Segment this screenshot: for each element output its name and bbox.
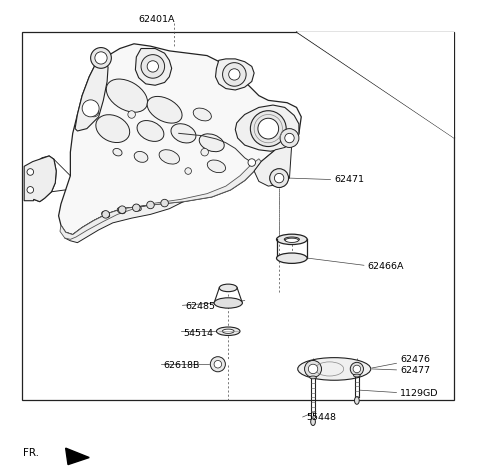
Circle shape: [119, 206, 126, 213]
Ellipse shape: [298, 357, 371, 380]
Ellipse shape: [171, 124, 196, 143]
Ellipse shape: [207, 160, 226, 173]
Circle shape: [141, 55, 165, 78]
Circle shape: [27, 169, 34, 175]
Circle shape: [82, 100, 99, 117]
Circle shape: [280, 128, 299, 147]
Text: 1129GD: 1129GD: [400, 389, 439, 398]
Ellipse shape: [222, 329, 234, 333]
Polygon shape: [75, 60, 108, 131]
Ellipse shape: [96, 115, 130, 143]
Text: 62618B: 62618B: [164, 361, 200, 370]
Ellipse shape: [276, 234, 307, 245]
Circle shape: [270, 169, 288, 188]
Circle shape: [350, 362, 363, 375]
Ellipse shape: [137, 120, 164, 141]
Circle shape: [185, 168, 192, 174]
Text: 62401A: 62401A: [139, 15, 175, 24]
Circle shape: [147, 201, 154, 209]
Circle shape: [353, 365, 360, 373]
Circle shape: [304, 360, 322, 377]
Text: 62471: 62471: [334, 175, 364, 184]
Polygon shape: [235, 105, 299, 151]
Text: 62476: 62476: [400, 355, 430, 364]
Circle shape: [258, 118, 279, 139]
Polygon shape: [66, 448, 89, 465]
Ellipse shape: [133, 205, 141, 211]
Ellipse shape: [354, 374, 360, 377]
Ellipse shape: [276, 253, 307, 264]
Polygon shape: [297, 32, 455, 138]
Circle shape: [223, 63, 246, 86]
Circle shape: [132, 204, 140, 211]
Ellipse shape: [147, 96, 182, 123]
Ellipse shape: [355, 397, 359, 404]
Ellipse shape: [311, 418, 315, 426]
Ellipse shape: [199, 134, 224, 152]
Text: 55448: 55448: [306, 413, 336, 422]
Text: 62477: 62477: [400, 366, 430, 375]
Ellipse shape: [193, 108, 211, 121]
Ellipse shape: [102, 211, 110, 218]
Circle shape: [89, 108, 98, 117]
Circle shape: [95, 52, 107, 64]
Ellipse shape: [159, 150, 180, 164]
Polygon shape: [135, 48, 172, 85]
Polygon shape: [60, 159, 261, 239]
Ellipse shape: [134, 152, 148, 162]
Polygon shape: [65, 201, 183, 243]
Circle shape: [210, 357, 226, 372]
Circle shape: [201, 148, 208, 156]
Circle shape: [308, 364, 318, 374]
Ellipse shape: [216, 327, 240, 336]
Circle shape: [214, 360, 222, 368]
Ellipse shape: [219, 284, 237, 292]
Ellipse shape: [117, 208, 125, 214]
Text: 62485: 62485: [186, 302, 216, 311]
Circle shape: [147, 61, 158, 72]
Circle shape: [251, 111, 286, 146]
Circle shape: [161, 199, 168, 207]
Ellipse shape: [106, 79, 147, 112]
Text: 62466A: 62466A: [367, 262, 404, 271]
Bar: [22, 32, 455, 400]
Circle shape: [27, 187, 34, 193]
Polygon shape: [216, 59, 254, 90]
Text: FR.: FR.: [23, 448, 39, 458]
Ellipse shape: [113, 148, 122, 156]
Circle shape: [285, 133, 294, 143]
Circle shape: [128, 111, 135, 118]
Circle shape: [248, 159, 255, 166]
Polygon shape: [24, 156, 56, 201]
Polygon shape: [254, 143, 292, 186]
Circle shape: [91, 47, 111, 68]
Ellipse shape: [284, 237, 300, 242]
Ellipse shape: [310, 376, 316, 379]
Circle shape: [102, 210, 109, 218]
Ellipse shape: [214, 298, 242, 308]
Circle shape: [228, 69, 240, 80]
Polygon shape: [34, 156, 56, 201]
Polygon shape: [59, 44, 301, 235]
Ellipse shape: [285, 238, 299, 242]
Text: 54514: 54514: [183, 328, 214, 337]
Circle shape: [275, 173, 284, 183]
